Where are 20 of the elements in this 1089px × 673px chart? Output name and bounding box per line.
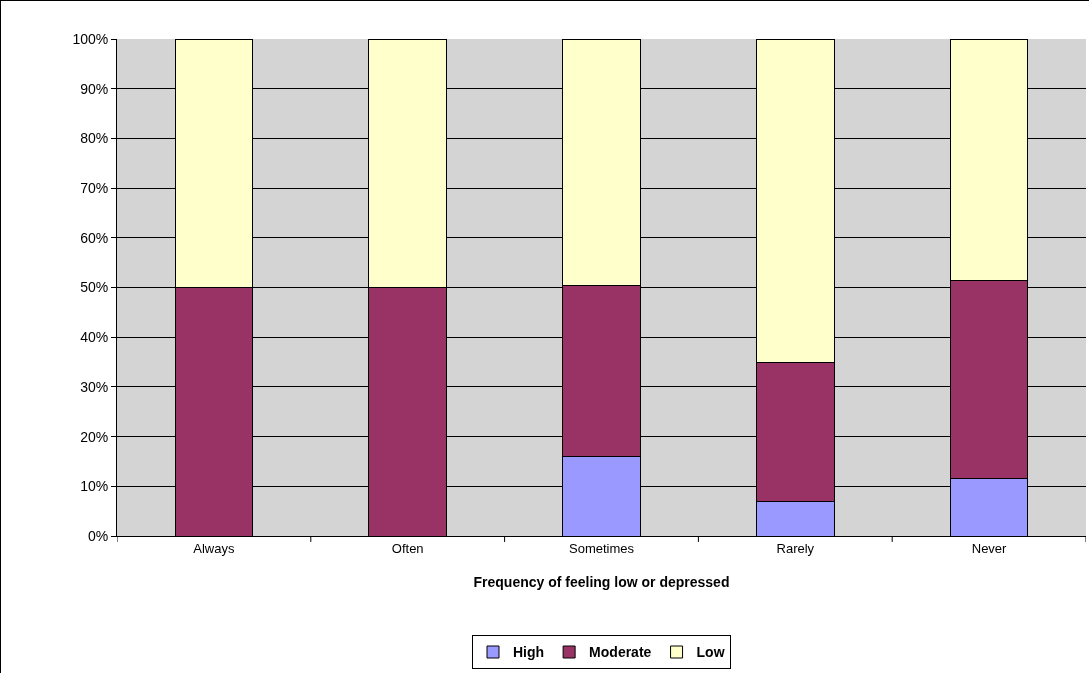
y-tick-label: 90% xyxy=(80,80,109,97)
legend-label: Low xyxy=(696,644,725,661)
y-tick-label: 80% xyxy=(80,130,109,147)
x-tick-label: Rarely xyxy=(776,540,815,556)
y-tick-label: 70% xyxy=(80,180,109,196)
y-tick-label: 30% xyxy=(80,378,109,395)
y-tick-label: 0% xyxy=(87,527,109,544)
legend-label: High xyxy=(513,644,545,661)
y-tick-label: 20% xyxy=(80,428,109,445)
y-tick-label: 50% xyxy=(80,279,109,296)
legend-label: Moderate xyxy=(589,644,652,661)
y-tick-label: 60% xyxy=(80,229,109,246)
x-tick-label: Always xyxy=(193,540,235,556)
x-tick-label: Never xyxy=(971,540,1008,556)
y-tick-label: 100% xyxy=(72,30,109,47)
x-tick-label: Often xyxy=(391,540,424,556)
x-tick-label: Sometimes xyxy=(568,540,635,556)
x-axis-title: Frequency of feeling low or depressed xyxy=(473,573,730,590)
y-tick-label: 40% xyxy=(80,329,109,346)
y-tick-label: 10% xyxy=(80,478,109,495)
